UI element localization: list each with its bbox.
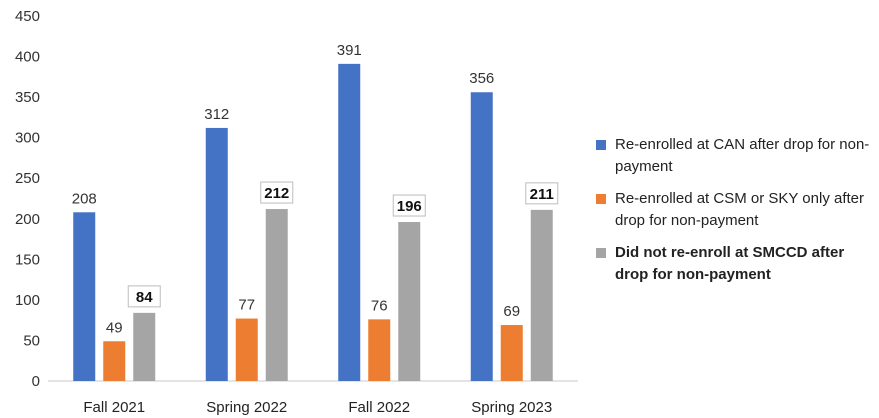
bar: [338, 63, 361, 381]
data-label: 212: [264, 185, 289, 202]
legend-swatch-can: [596, 140, 606, 150]
y-tick-label: 0: [32, 373, 40, 390]
bar: [470, 92, 493, 381]
data-label: 77: [238, 297, 255, 314]
x-tick-label: Spring 2022: [206, 399, 287, 416]
legend-label-csm-sky: Re-enrolled at CSM or SKY only after dro…: [615, 190, 865, 229]
data-label: 391: [337, 42, 362, 59]
legend-item-did-not-reenroll: Did not re-enroll at SMCCD after drop fo…: [596, 242, 876, 286]
data-label: 84: [136, 289, 153, 306]
data-label: 49: [106, 319, 123, 336]
bar: [235, 318, 258, 381]
legend-label-can: Re-enrolled at CAN after drop for non-pa…: [615, 136, 870, 175]
legend-swatch-csm-sky: [596, 194, 606, 204]
data-label: 196: [397, 198, 422, 215]
y-tick-label: 250: [15, 170, 40, 187]
legend: Re-enrolled at CAN after drop for non-pa…: [596, 134, 876, 296]
y-tick-label: 300: [15, 130, 40, 147]
legend-label-did-not-reenroll: Did not re-enroll at SMCCD after drop fo…: [615, 244, 845, 283]
data-label: 208: [72, 190, 97, 207]
data-label: 69: [503, 303, 520, 320]
bar: [265, 209, 288, 381]
bar: [73, 212, 96, 381]
bar: [398, 222, 421, 381]
data-label-box: [127, 285, 161, 308]
data-label-box: [392, 194, 426, 217]
data-label-box: [525, 182, 559, 205]
bar-chart: 0 50 100 150 200 250 300 350 400 450 208 49 84 Fall 2…: [15, 8, 578, 416]
data-label: 356: [469, 70, 494, 87]
y-tick-label: 50: [23, 332, 40, 349]
bar: [205, 127, 228, 381]
x-tick-label: Fall 2022: [348, 399, 410, 416]
bar: [500, 325, 523, 381]
y-tick-label: 450: [15, 8, 40, 25]
data-label: 211: [530, 186, 554, 203]
data-label-box: [260, 181, 294, 204]
y-tick-label: 100: [15, 292, 40, 309]
legend-swatch-did-not-reenroll: [596, 248, 606, 258]
data-label: 312: [204, 106, 229, 123]
y-tick-label: 150: [15, 251, 40, 268]
bar: [368, 319, 391, 381]
x-tick-label: Spring 2023: [471, 399, 552, 416]
data-label: 76: [371, 297, 388, 314]
bar: [133, 312, 156, 381]
bar: [530, 209, 553, 381]
legend-item-can: Re-enrolled at CAN after drop for non-pa…: [596, 134, 876, 178]
bar: [103, 341, 126, 381]
y-tick-label: 200: [15, 211, 40, 228]
y-tick-label: 400: [15, 49, 40, 66]
legend-item-csm-sky: Re-enrolled at CSM or SKY only after dro…: [596, 188, 876, 232]
x-tick-label: Fall 2021: [83, 399, 145, 416]
y-tick-label: 350: [15, 89, 40, 106]
